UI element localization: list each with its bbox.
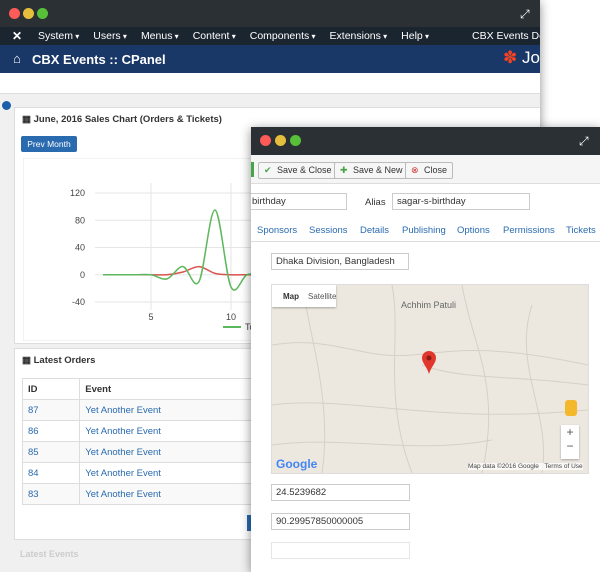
menu-item[interactable]: Users [93,30,127,42]
latitude-field[interactable]: 24.5239682 [271,484,410,501]
tab[interactable]: Options [457,225,490,236]
min-dot[interactable] [23,8,34,19]
tab[interactable]: Sessions [309,225,348,236]
tab[interactable]: Publishing [402,225,446,236]
title-bar: ⤢ [0,0,540,27]
save-new-button[interactable]: ✚ Save & New [334,162,409,179]
fullscreen-icon[interactable]: ⤢ [520,7,530,21]
alias-label: Alias [365,197,386,208]
cell[interactable]: 85 [21,441,81,463]
page-title: CBX Events :: CPanel [32,52,166,67]
menu-item[interactable]: Help [401,30,429,42]
terms-link[interactable]: Terms of Use [544,463,583,470]
menu: System Users Menus Content Components Extensi… [38,30,443,42]
tab[interactable]: Details [360,225,390,236]
menu-item[interactable]: Extensions [330,30,388,42]
y-tick-label: -40 [72,297,85,307]
x-tick-label: 5 [148,312,153,322]
map-type[interactable]: Satellite [308,292,337,301]
menu-item[interactable]: Menus [141,30,179,42]
map[interactable]: Map Satellite Achhim Patuli + − Google M… [271,284,589,474]
map-marker[interactable] [422,351,436,375]
toolbar-edge [251,162,254,177]
title-bar: ⤢ [251,127,600,155]
map-roads [272,285,588,473]
longitude-field[interactable]: 90.29957850000005 [271,513,410,530]
legend-label: To [245,322,255,332]
cell[interactable]: 83 [21,483,81,505]
tab[interactable]: Permissions [503,225,555,236]
tabs: Sponsors Sessions Details Publishing Options… [251,219,600,242]
cell[interactable]: 87 [21,399,81,421]
y-tick-label: 0 [80,270,85,280]
location-field[interactable]: Dhaka Division, Bangladesh [271,253,409,270]
button-label: Save & Close [277,165,332,175]
menu-item[interactable]: Content [193,30,236,42]
button-label: Close [424,165,448,175]
attribution: Map data ©2016 Google [468,463,539,470]
prev-month-button[interactable]: Prev Month [21,136,77,152]
close-button[interactable]: ⊗ Close [405,162,454,179]
series-line [102,209,264,291]
cell[interactable]: 84 [21,462,81,484]
events-title: Latest Events [20,549,79,559]
y-tick-label: 80 [75,215,85,225]
tab[interactable]: Tickets [566,225,596,236]
chart-title: June, 2016 Sales Chart (Orders & Tickets… [33,114,222,125]
fullscreen-icon[interactable]: ⤢ [579,134,589,148]
menu-item[interactable]: System [38,30,79,42]
y-tick-label: 40 [75,243,85,253]
column-header: ID [21,378,81,400]
save-close-button[interactable]: ✔ Save & Close [258,162,338,179]
close-dot[interactable] [260,135,271,146]
joomla-icon: ✕ [12,29,23,43]
toggle-sidebar[interactable] [2,101,11,110]
extra-field[interactable] [271,542,410,559]
subhead [0,73,540,94]
menu-bar: ✕ System Users Menus Content Components Exten… [0,27,540,45]
map-type-control: Map Satellite [272,285,336,307]
orders-title-text: Latest Orders [33,355,96,366]
pegman[interactable] [565,400,577,416]
editor-content: ✔ Save & Close ✚ Save & New ⊗ Close birthda… [251,127,600,572]
map-type[interactable]: Map [283,292,299,301]
max-dot[interactable] [290,135,301,146]
map-attribution: Map data ©2016 Google Terms of Use [468,463,583,470]
logo-text: Jo [521,48,540,67]
max-dot[interactable] [37,8,48,19]
cell[interactable]: 86 [21,420,81,442]
menu-item[interactable]: Components [250,30,316,42]
chart-panel-title: ▦ June, 2016 Sales Chart (Orders & Ticke… [22,114,222,125]
zoom-in[interactable]: + [566,425,574,439]
y-tick-label: 120 [70,188,85,198]
min-dot[interactable] [275,135,286,146]
button-label: Save & New [353,165,403,175]
header: ⌂ CBX Events :: CPanel ✽ Jo [0,45,540,73]
close-dot[interactable] [9,8,20,19]
map-place: Achhim Patuli [401,300,457,310]
tab[interactable]: Sponsors [257,225,298,236]
alias-field[interactable]: sagar-s-birthday [392,193,530,210]
google-logo: Google [276,457,318,471]
orders-title: ▦ Latest Orders [22,355,96,366]
zoom-control: + − [561,425,579,459]
x-tick-label: 10 [226,312,236,322]
title-field[interactable]: birthday [251,193,347,210]
site-name[interactable]: CBX Events Dem [472,30,540,42]
home-icon: ⌂ [13,51,21,66]
logo: ✽ Jo [503,48,540,67]
zoom-out[interactable]: − [566,439,574,453]
